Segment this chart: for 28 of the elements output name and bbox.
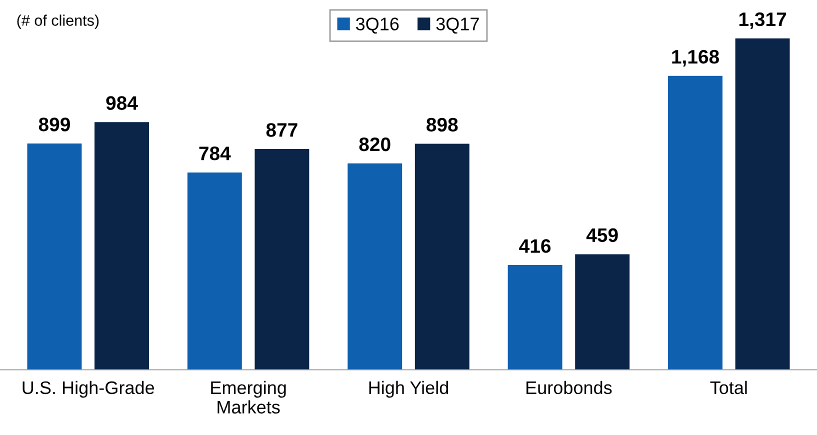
bar [575, 254, 630, 370]
x-tick-label: High Yield [369, 380, 448, 398]
legend-label: 3Q16 [356, 18, 399, 34]
bar [27, 144, 82, 370]
x-tick-label: Eurobonds [526, 380, 612, 394]
bar [735, 38, 790, 370]
data-label: 1,317 [739, 12, 786, 29]
bar [94, 122, 149, 370]
data-label: 899 [38, 118, 70, 132]
x-tick-label: Emerging Markets [211, 380, 286, 414]
data-label: 877 [266, 123, 298, 137]
bar [348, 163, 402, 370]
text: (# of clients) [17, 14, 99, 29]
data-label: 820 [359, 137, 390, 152]
bar [254, 149, 310, 370]
bar [187, 172, 242, 370]
data-label: 984 [106, 96, 138, 110]
data-label: 1,168 [672, 50, 719, 66]
data-label: 416 [519, 239, 551, 253]
data-label: 898 [426, 118, 458, 132]
x-tick-label: Total [710, 380, 747, 394]
data-label: 784 [199, 146, 231, 160]
legend-label: 3Q17 [436, 18, 479, 34]
data-label: 459 [586, 228, 618, 242]
x-tick-label: U.S. High-Grade [22, 380, 154, 398]
bar [508, 265, 562, 370]
bar [668, 76, 722, 370]
bar [414, 144, 470, 370]
